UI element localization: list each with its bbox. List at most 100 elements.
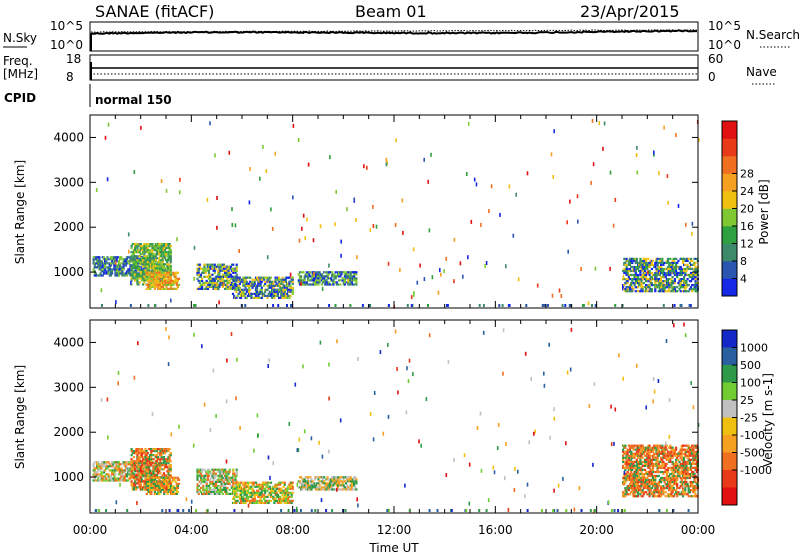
range-cell <box>155 482 159 485</box>
range-cell <box>234 296 237 299</box>
range-cell <box>633 267 636 271</box>
range-cell <box>640 485 643 488</box>
range-cell <box>646 476 649 480</box>
range-cell <box>624 288 627 291</box>
range-cell <box>266 296 269 299</box>
range-cell <box>166 450 169 453</box>
range-cell <box>142 486 145 489</box>
range-cell <box>284 495 287 498</box>
range-cell <box>145 277 148 280</box>
range-cell <box>680 286 683 289</box>
range-cell <box>139 448 142 451</box>
range-cell <box>303 478 306 481</box>
range-cell <box>338 271 341 274</box>
range-cell <box>134 265 137 268</box>
range-cell <box>111 270 114 273</box>
range-cell <box>631 286 634 289</box>
range-cell <box>130 448 133 451</box>
range-cell <box>280 280 283 283</box>
range-cell <box>306 476 310 479</box>
range-cell <box>149 482 152 485</box>
range-cell <box>145 251 148 254</box>
range-cell <box>661 259 664 262</box>
range-cell <box>266 499 269 502</box>
range-cell <box>113 465 116 468</box>
range-cell <box>176 484 179 487</box>
ytick-label: 1000 <box>53 265 84 279</box>
range-cell <box>324 281 327 284</box>
range-cell <box>630 466 633 469</box>
beam-title: Beam 01 <box>355 2 427 21</box>
range-cell <box>668 493 671 496</box>
range-cell <box>340 253 342 258</box>
range-cell <box>306 283 310 286</box>
range-cell <box>622 444 625 447</box>
range-cell <box>96 471 99 474</box>
range-cell <box>165 188 168 193</box>
range-cell <box>154 249 157 252</box>
range-cell <box>167 275 170 278</box>
range-cell <box>218 492 221 495</box>
range-cell <box>308 484 311 487</box>
range-cell <box>176 277 179 280</box>
range-cell <box>206 287 209 290</box>
range-cell <box>350 478 353 481</box>
range-cell <box>201 285 204 288</box>
range-cell <box>628 493 632 496</box>
range-cell <box>161 269 164 272</box>
range-cell <box>226 283 229 286</box>
range-cell <box>339 476 342 479</box>
range-cell <box>423 157 425 162</box>
range-cell <box>298 283 302 286</box>
range-cell <box>326 484 329 487</box>
range-cell <box>245 495 248 498</box>
range-cell <box>284 288 287 291</box>
range-cell <box>645 261 648 264</box>
range-cell <box>175 283 178 286</box>
range-cell <box>146 452 149 455</box>
range-cell <box>196 490 199 493</box>
range-cell <box>508 184 511 189</box>
range-cell <box>680 304 683 307</box>
range-cell <box>116 274 119 277</box>
range-cell <box>259 292 262 295</box>
range-cell <box>258 499 261 502</box>
range-cell <box>658 288 661 291</box>
range-cell <box>656 468 659 471</box>
range-cell <box>683 263 686 266</box>
range-cell <box>142 283 145 286</box>
range-cell <box>653 444 656 447</box>
range-cell <box>669 271 672 275</box>
range-cell <box>202 267 205 270</box>
range-cell <box>234 269 237 272</box>
range-cell <box>656 446 659 449</box>
range-cell <box>235 501 238 504</box>
range-cell <box>235 288 238 291</box>
range-cell <box>658 278 661 281</box>
range-cell <box>135 277 138 280</box>
range-cell <box>222 282 225 287</box>
range-cell <box>143 272 146 275</box>
range-cell <box>366 165 368 170</box>
range-cell <box>145 470 148 473</box>
range-cell <box>638 450 641 453</box>
range-cell <box>626 472 629 476</box>
range-cell <box>132 273 135 276</box>
range-cell <box>253 495 256 498</box>
range-cell <box>139 488 142 491</box>
range-cell <box>225 470 228 473</box>
range-cell <box>171 480 174 483</box>
range-cell <box>640 261 643 264</box>
range-cell <box>640 470 643 474</box>
range-cell <box>277 487 281 490</box>
range-cell <box>315 283 318 286</box>
range-cell <box>634 271 637 275</box>
range-cell <box>660 464 663 467</box>
range-cell <box>622 493 625 496</box>
range-cell <box>544 304 547 307</box>
range-cell <box>274 280 277 283</box>
range-cell <box>225 285 228 288</box>
range-cell <box>304 273 307 276</box>
range-cell <box>321 482 325 485</box>
range-cell <box>626 478 629 482</box>
